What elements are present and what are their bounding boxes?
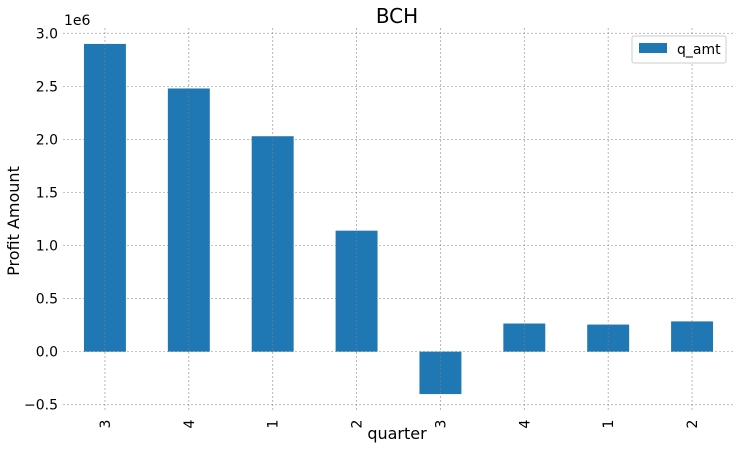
grid <box>63 32 734 406</box>
y-tick-label: 2.5 <box>36 79 58 95</box>
legend-label-q-amt: q_amt <box>677 42 721 58</box>
y-tick-label: 3.0 <box>36 26 58 42</box>
legend-box <box>631 35 727 64</box>
x-tick-label: 4 <box>182 419 198 428</box>
x-axis-label: quarter <box>367 424 427 443</box>
x-tick-label: 3 <box>98 420 114 429</box>
chart-title: BCH <box>376 4 418 28</box>
x-tick-labels: 3 4 1 2 3 4 1 2 <box>98 419 701 428</box>
y-tick-label: 0.5 <box>36 292 58 308</box>
y-tick-label: 0.0 <box>36 345 58 361</box>
x-tick-label: 3 <box>433 420 449 429</box>
bars <box>83 28 714 410</box>
y-tick-labels: −0.5 0.0 0.5 1.0 1.5 2.0 2.5 3.0 <box>24 26 58 413</box>
x-tick-label: 1 <box>601 420 617 429</box>
x-tick-label: 2 <box>350 420 366 429</box>
y-tick-label: 1.5 <box>36 185 58 201</box>
legend: q_amt <box>631 35 727 64</box>
x-tick-label: 1 <box>266 420 282 429</box>
legend-swatch-q-amt <box>639 43 667 53</box>
y-tick-label: 2.0 <box>36 132 58 148</box>
bar <box>335 230 378 352</box>
x-tick-label: 2 <box>685 420 701 429</box>
y-axis-label: Profit Amount <box>4 166 23 276</box>
x-tick-label: 4 <box>517 419 533 428</box>
y-tick-label: 1.0 <box>36 239 58 255</box>
y-offset-label: 1e6 <box>64 13 91 29</box>
y-tick-label: −0.5 <box>24 398 58 414</box>
